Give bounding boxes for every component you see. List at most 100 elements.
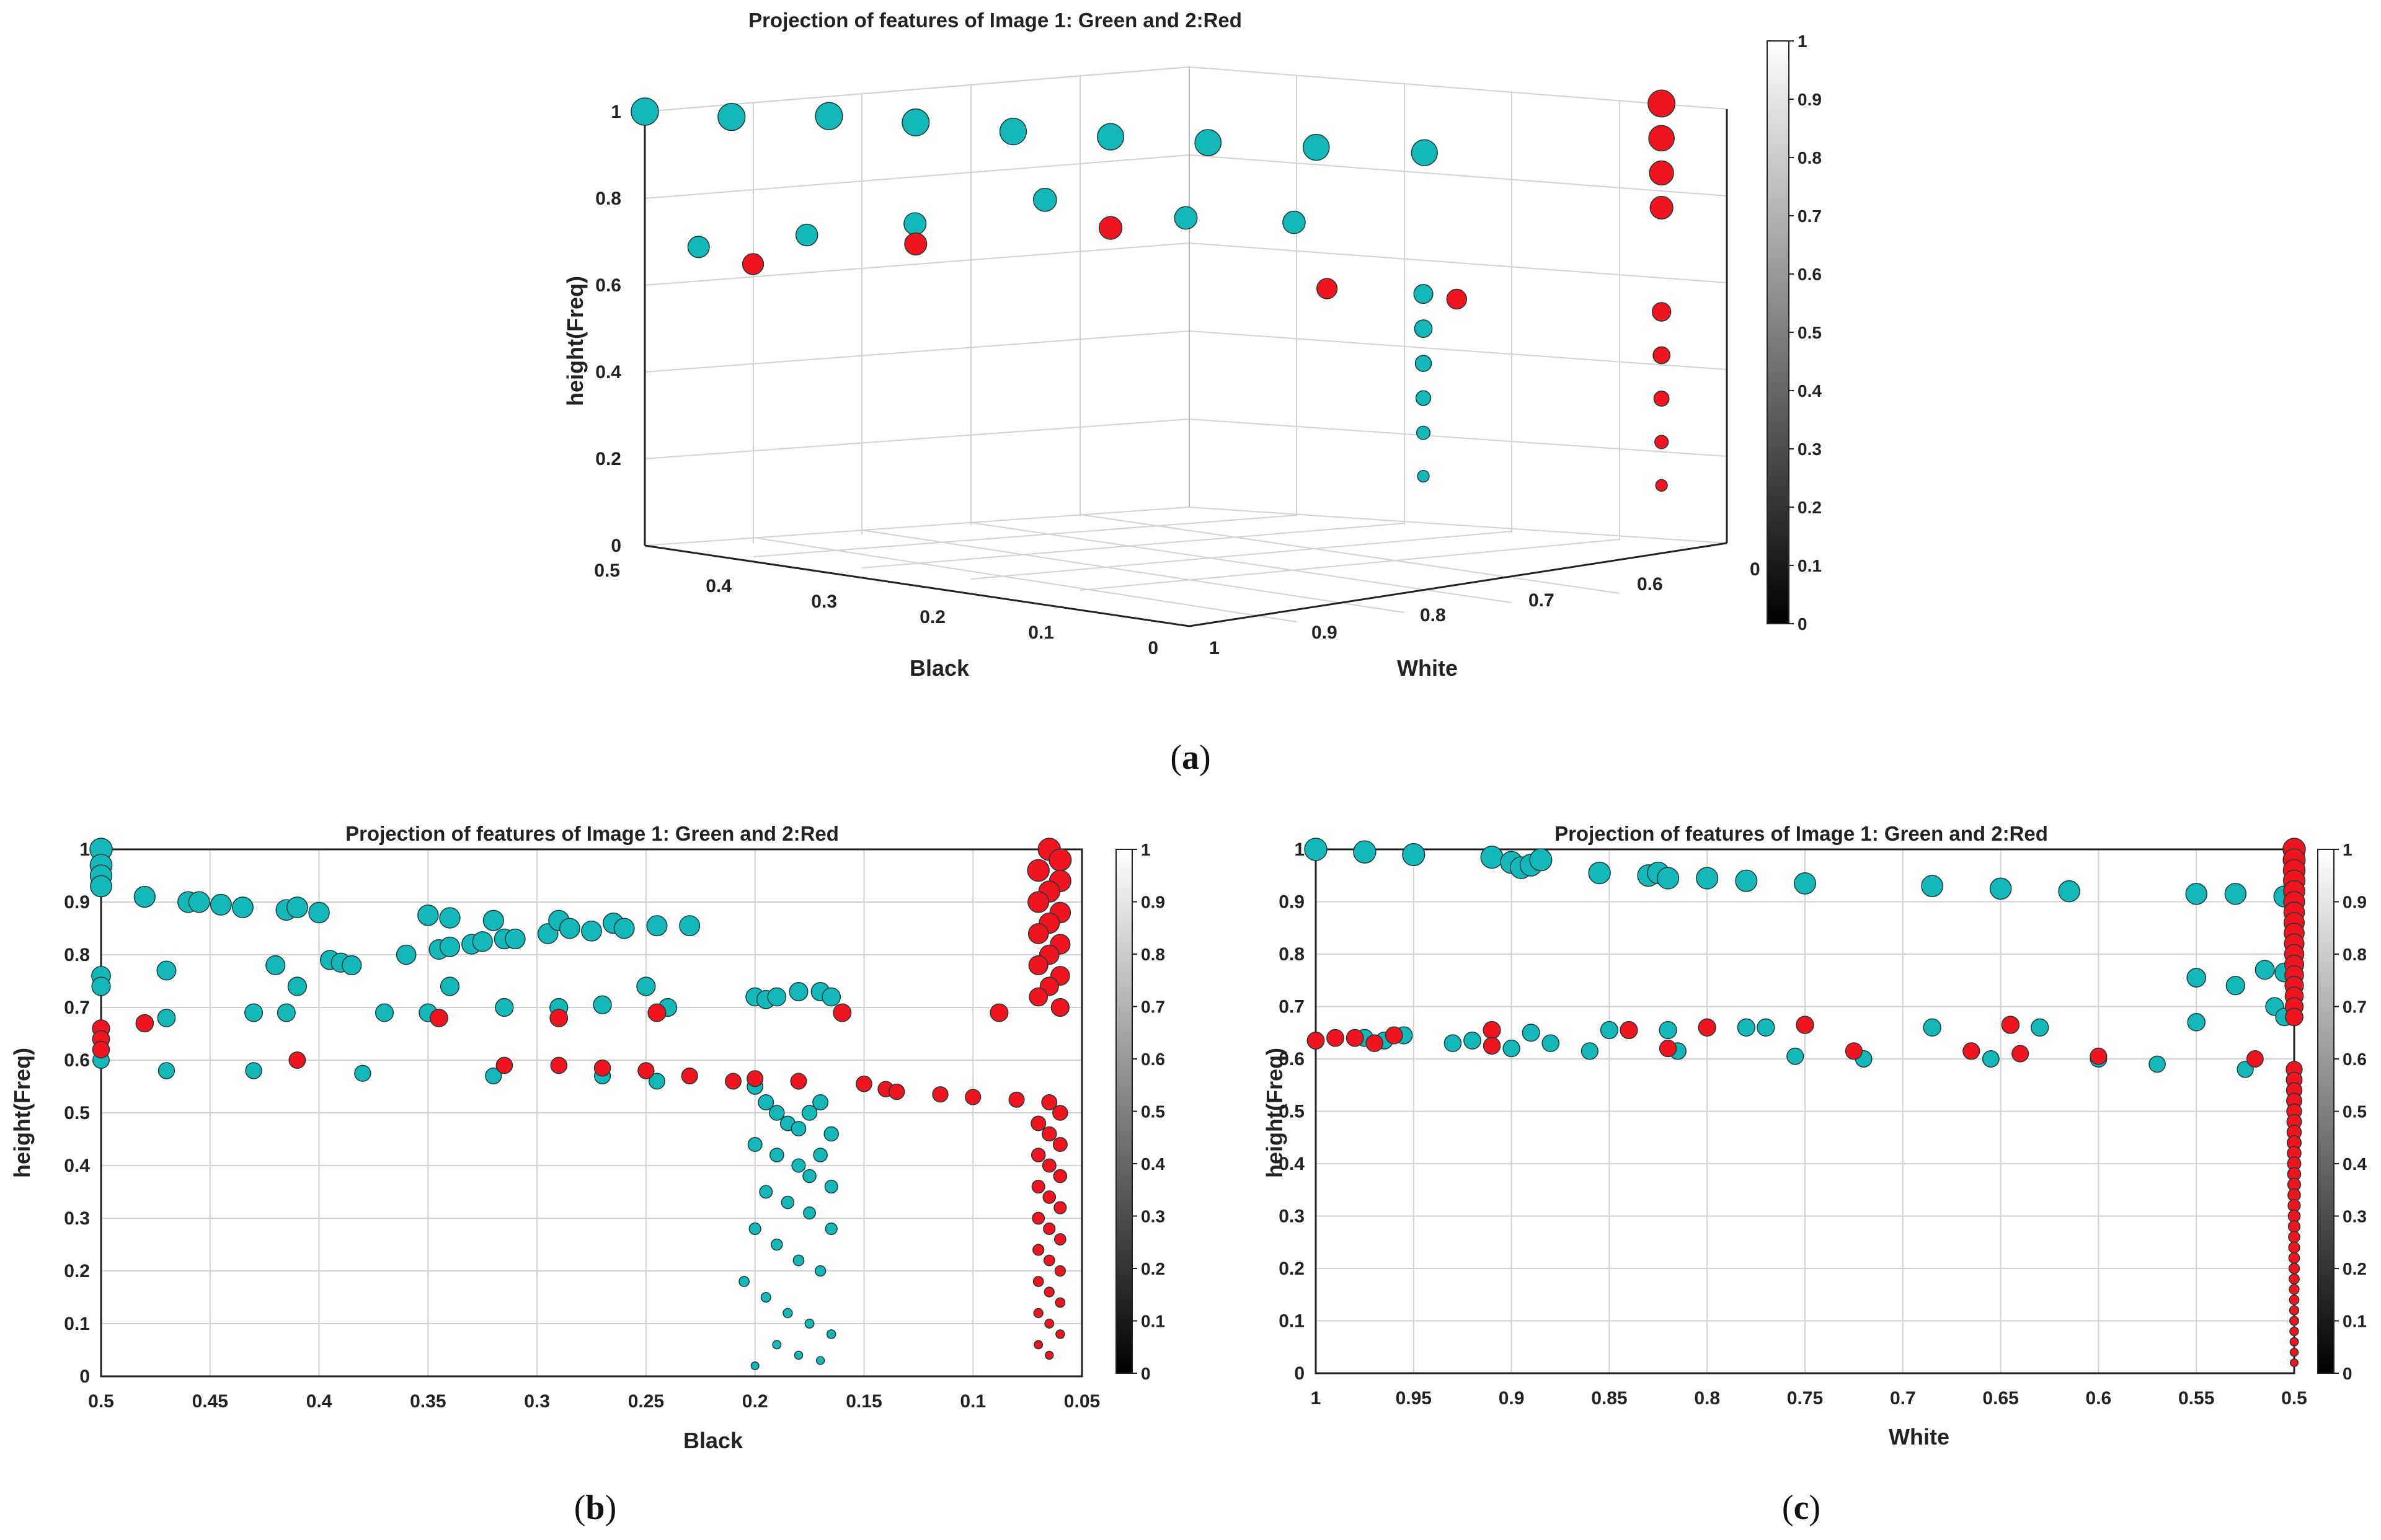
red-point (2289, 1305, 2300, 1316)
green-point (760, 1291, 771, 1303)
green-point (2031, 1018, 2049, 1037)
x-tick-label: 1 (1311, 1388, 1321, 1409)
green-point (1659, 1020, 1677, 1040)
red-point (2288, 1262, 2300, 1275)
green-point (581, 920, 602, 942)
y-tick-label: 0.7 (1279, 997, 1305, 1017)
colorbar-tick-label: 0.2 (1798, 498, 1822, 517)
green-point (801, 1105, 818, 1121)
green-point (802, 1169, 817, 1184)
green-point-3d (631, 97, 659, 126)
x-tick-label: 0.8 (1694, 1388, 1720, 1409)
green-point (559, 918, 580, 939)
green-point (485, 1067, 502, 1085)
colorbar-tick-label: 0.8 (2343, 945, 2367, 964)
y-tick-label: 0.3 (64, 1208, 90, 1229)
green-point (156, 960, 177, 981)
red-point (2289, 1273, 2300, 1285)
red-point (1041, 1094, 1058, 1110)
green-point (439, 936, 461, 957)
green-point (1786, 1047, 1804, 1065)
red-point (1027, 859, 1050, 882)
green-point-3d (1174, 206, 1198, 230)
panel-b-frame (100, 848, 1083, 1378)
red-point-3d (904, 232, 928, 256)
red-point (1045, 1350, 1054, 1360)
red-point (1044, 1286, 1055, 1298)
z-tick: 1 (611, 102, 621, 122)
y-tick-label: 0.1 (1279, 1311, 1305, 1332)
green-point (823, 1126, 839, 1142)
red-point (1049, 848, 1072, 872)
panel-c-grid (1315, 849, 2295, 1374)
panel-c-ticks: 1 0.95 0.9 0.85 0.8 0.75 0.7 0.65 0.6 0.55 0.5 0 0.1… (1279, 839, 2307, 1409)
red-point (2290, 1358, 2299, 1368)
red-point (288, 1051, 306, 1069)
green-point (771, 1238, 783, 1251)
red-point (1032, 1211, 1045, 1225)
green-point (825, 1222, 838, 1236)
green-point (1737, 1018, 1755, 1037)
green-point (1502, 1039, 1520, 1058)
red-point (1031, 1115, 1047, 1131)
green-point (1600, 1020, 1619, 1040)
red-point (2287, 1220, 2301, 1233)
green-point (91, 976, 111, 996)
green-point (1304, 838, 1328, 861)
panel-b-ticks: 0.5 0.45 0.4 0.35 0.3 0.25 0.2 0.15 0.1 0.05 0 0.1 0… (64, 839, 1100, 1412)
y-tick-label: 1 (79, 839, 90, 860)
green-point (1463, 1032, 1481, 1050)
y-tick-label: 0.9 (1279, 892, 1305, 913)
red-point (2246, 1050, 2264, 1068)
green-point (286, 896, 308, 918)
z-tick: 0.2 (595, 449, 621, 469)
red-point (2288, 1252, 2300, 1264)
colorbar-tick-label: 0.4 (1141, 1154, 1165, 1174)
x-tick-label: 0.1 (960, 1391, 986, 1412)
colorbar-tick-label: 0.8 (1141, 945, 1165, 964)
y-tick-label: 0.4 (64, 1156, 90, 1176)
red-point (1659, 1039, 1677, 1058)
y-tick-label: 0.5 (1279, 1102, 1305, 1122)
black-tick: 0 (1148, 638, 1158, 658)
green-point (1402, 843, 1425, 867)
red-point (1053, 1201, 1067, 1215)
green-point (738, 1276, 750, 1287)
red-point (637, 1062, 655, 1079)
y-tick-label: 0.5 (64, 1103, 90, 1123)
green-point (1794, 872, 1816, 895)
panel-a-3d-scatter: Projection of features of Image 1: Green… (562, 9, 1822, 777)
green-point (750, 1361, 760, 1370)
red-point-3d (1649, 160, 1674, 186)
y-tick-label: 0.1 (64, 1314, 90, 1334)
colorbar-tick-label: 0.2 (1141, 1259, 1165, 1278)
red-point (430, 1009, 448, 1027)
green-point-3d (717, 103, 746, 131)
y-tick-label: 0.6 (1279, 1049, 1305, 1069)
red-point (2287, 1210, 2301, 1223)
green-point (648, 1073, 665, 1090)
red-point (888, 1083, 905, 1100)
green-point (265, 955, 286, 976)
green-point (2186, 968, 2207, 988)
x-tick-label: 0.05 (1064, 1391, 1100, 1412)
panel-a-z-ticks: 0 0.2 0.4 0.6 0.8 1 (595, 102, 621, 556)
colorbar-tick-label: 0.5 (1141, 1102, 1165, 1122)
green-point-3d (1032, 187, 1057, 212)
green-point (133, 885, 156, 908)
red-point (1053, 1169, 1068, 1184)
red-point-3d (1649, 195, 1674, 220)
red-point (1028, 955, 1049, 976)
red-point (1052, 1136, 1068, 1153)
green-point (308, 901, 330, 924)
green-point (827, 1329, 836, 1339)
green-point (90, 875, 112, 898)
red-point (2288, 1241, 2300, 1254)
colorbar-tick-label: 1 (1141, 840, 1151, 859)
green-point-3d (1417, 469, 1430, 483)
red-point (1043, 1222, 1056, 1236)
panel-b-colorbar: 0 0.1 0.2 0.3 0.4 0.5 0.6 0.7 0.8 0.9 1 (1115, 840, 1165, 1383)
green-point-3d (1416, 425, 1431, 440)
black-tick: 0.5 (594, 560, 620, 581)
